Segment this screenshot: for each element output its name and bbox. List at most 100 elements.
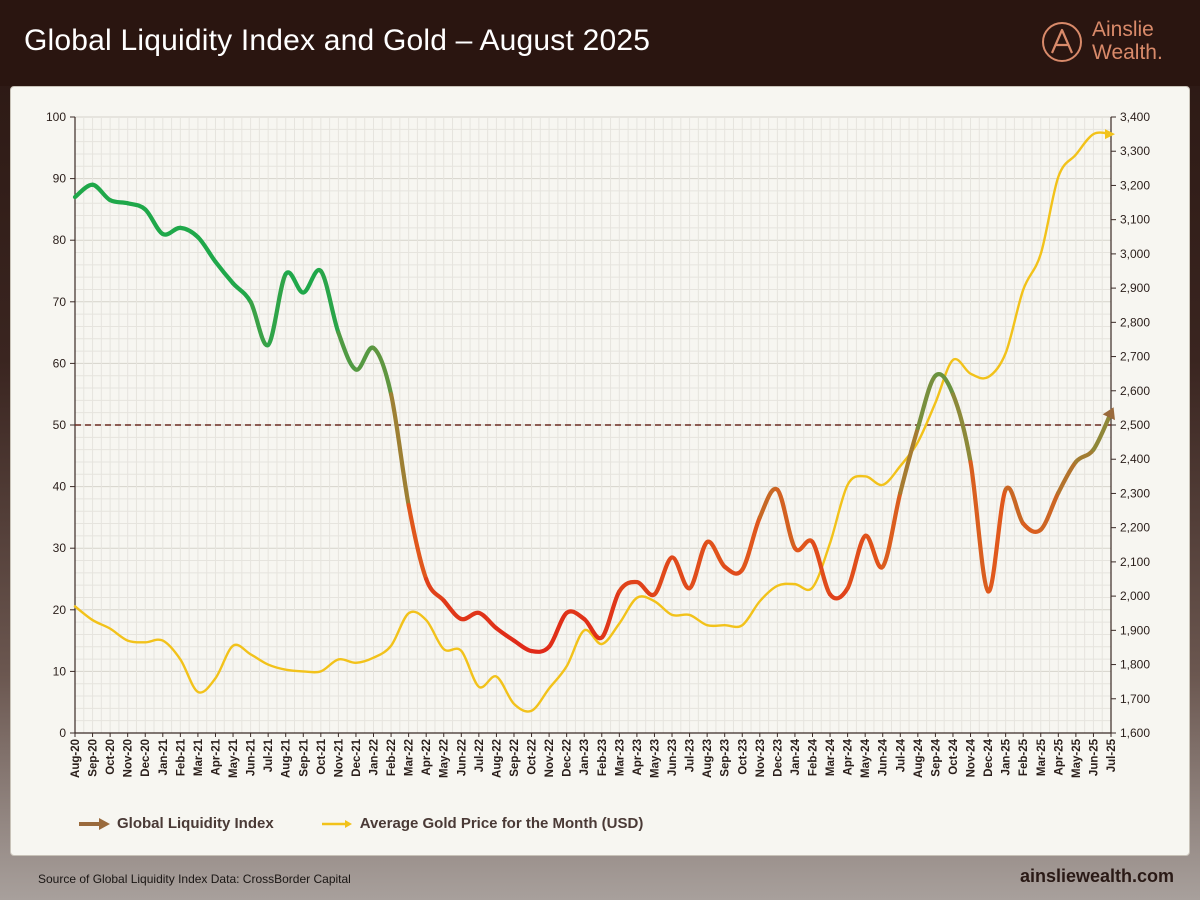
y-right-tick-label: 2,700 [1120, 350, 1150, 364]
series-line-global-liquidity-segment [1073, 447, 1096, 465]
series-line-global-liquidity-segment [266, 271, 288, 348]
y-right-tick-label: 1,800 [1120, 658, 1150, 672]
x-tick-label: Feb-23 [597, 739, 609, 776]
legend-item-global-liquidity[interactable]: Global Liquidity Index [77, 815, 274, 832]
x-tick-label: Aug-21 [281, 738, 293, 778]
series-line-global-liquidity-segment [195, 235, 218, 264]
x-tick-label: Jul-24 [895, 738, 907, 772]
series-line-global-liquidity-segment [108, 198, 130, 206]
y-right-tick-label: 1,700 [1120, 692, 1150, 706]
x-tick-label: Nov-21 [333, 738, 345, 777]
x-tick-label: Apr-24 [843, 738, 855, 775]
series-line-global-liquidity-segment [599, 589, 622, 640]
x-tick-label: Apr-21 [210, 738, 222, 775]
y-right-tick-label: 1,900 [1120, 623, 1150, 637]
y-right-tick-label: 2,800 [1120, 315, 1150, 329]
x-tick-label: Nov-24 [966, 738, 978, 777]
y-right-tick-label: 3,200 [1120, 178, 1150, 192]
y-left-tick-label: 60 [53, 356, 67, 370]
series-line-global-liquidity-segment [810, 539, 833, 597]
x-tick-label: Feb-24 [807, 738, 819, 776]
x-tick-label: Apr-22 [421, 739, 433, 775]
chart-svg: 0 10 20 30 40 50 60 70 80 90 100 1,600 1,700 1,800 1,9… [46, 110, 1150, 778]
x-tick-label: Jun-22 [456, 739, 468, 776]
x-tick-label: Jan-23 [579, 739, 591, 775]
y-left-tick-label: 80 [53, 233, 67, 247]
source-note: Source of Global Liquidity Index Data: C… [38, 872, 351, 886]
x-tick-label: Dec-23 [772, 739, 784, 777]
x-tick-label: May-24 [860, 738, 872, 778]
y-right-tick-label: 2,300 [1120, 486, 1150, 500]
x-tick-label: Jun-25 [1088, 738, 1100, 776]
y-right-tick-label: 2,100 [1120, 555, 1150, 569]
x-tick-label: Apr-23 [632, 739, 644, 775]
x-tick-label: Jun-21 [246, 738, 258, 776]
y-right-tick-label: 2,900 [1120, 281, 1150, 295]
chart-legend: Global Liquidity Index Average Gold Pric… [77, 815, 689, 832]
legend-arrow-gli-icon [79, 817, 110, 830]
series-line-global-liquidity-segment [371, 345, 394, 397]
series-line-global-liquidity-segment [722, 564, 745, 576]
y-right-tick-label: 2,600 [1120, 384, 1150, 398]
x-tick-label: Jan-25 [1001, 738, 1013, 775]
series-line-global-liquidity-segment [775, 487, 798, 551]
x-tick-label: Dec-22 [562, 739, 574, 777]
series-line-global-liquidity-segment [950, 392, 973, 465]
x-tick-label: Jul-21 [263, 738, 275, 772]
series-line-global-liquidity-segment [213, 259, 236, 286]
x-tick-label: Aug-23 [702, 739, 714, 778]
series-line-global-liquidity-segment [459, 610, 481, 622]
legend-arrow-gold-icon [321, 819, 352, 828]
brand-line-2: Wealth. [1092, 41, 1163, 64]
series-line-global-liquidity-segment [230, 281, 253, 304]
y-right-tick-label: 3,300 [1120, 144, 1150, 158]
series-line-global-liquidity-segment [968, 459, 991, 594]
series-line-global-liquidity-segment [406, 502, 429, 582]
series-line-global-liquidity-segment [687, 539, 710, 591]
series-line-global-liquidity-segment [880, 490, 903, 569]
x-tick-label: Nov-22 [544, 739, 556, 777]
y-left-tick-label: 100 [46, 110, 66, 124]
series-line-global-liquidity-segment [705, 539, 727, 569]
series-line-global-liquidity-segment [1003, 485, 1026, 526]
y-left-tick-label: 30 [53, 541, 67, 555]
legend-item-gold-price[interactable]: Average Gold Price for the Month (USD) [320, 815, 644, 832]
y-right-tick-label: 2,500 [1120, 418, 1150, 432]
x-tick-label: Apr-25 [1053, 738, 1065, 775]
series-arrow-gold-price [1105, 129, 1115, 140]
x-tick-label: May-23 [649, 739, 661, 778]
x-tick-label: Feb-21 [175, 738, 187, 776]
x-tick-label: Jan-22 [369, 739, 381, 775]
x-tick-label: Dec-21 [351, 738, 363, 776]
y-left-tick-label: 0 [59, 726, 66, 740]
series-line-global-liquidity-segment [1038, 490, 1061, 532]
x-tick-label: Oct-21 [316, 738, 328, 774]
series-line-global-liquidity-segment [845, 533, 868, 591]
y-left-tick-label: 50 [53, 418, 67, 432]
x-tick-label: Sep-20 [88, 739, 100, 777]
website-link[interactable]: ainsliewealth.com [1019, 866, 1174, 886]
x-tick-label: Aug-24 [913, 738, 925, 778]
x-tick-label: Mar-25 [1036, 738, 1048, 776]
x-tick-label: Sep-24 [930, 738, 942, 776]
series-line-global-liquidity-segment [318, 268, 341, 335]
brand-name: Ainslie Wealth. [1092, 18, 1163, 64]
x-tick-label: Mar-22 [404, 739, 416, 776]
series-line-gold-price [73, 131, 1113, 713]
x-tick-label: Aug-20 [70, 739, 82, 778]
y-right-tick-label: 3,400 [1120, 110, 1150, 124]
x-tick-label: Sep-21 [298, 738, 310, 776]
brand-logo: Ainslie Wealth. [1040, 16, 1180, 70]
y-right-tick-label: 3,000 [1120, 247, 1150, 261]
x-tick-label: Aug-22 [491, 739, 503, 778]
x-tick-label: Jul-25 [1106, 738, 1118, 772]
x-tick-label: Jul-23 [685, 739, 697, 772]
brand-line-1: Ainslie [1092, 18, 1154, 41]
chart-panel: 0 10 20 30 40 50 60 70 80 90 100 1,600 1,700 1,800 1,9… [10, 86, 1190, 856]
legend-label-gold: Average Gold Price for the Month (USD) [359, 815, 644, 832]
x-tick-label: Nov-20 [123, 739, 135, 777]
series-line-global-liquidity-segment [985, 487, 1008, 594]
y-right-tick-label: 2,200 [1120, 521, 1150, 535]
y-left-tick-label: 20 [53, 603, 67, 617]
x-tick-label: Feb-25 [1018, 738, 1030, 776]
